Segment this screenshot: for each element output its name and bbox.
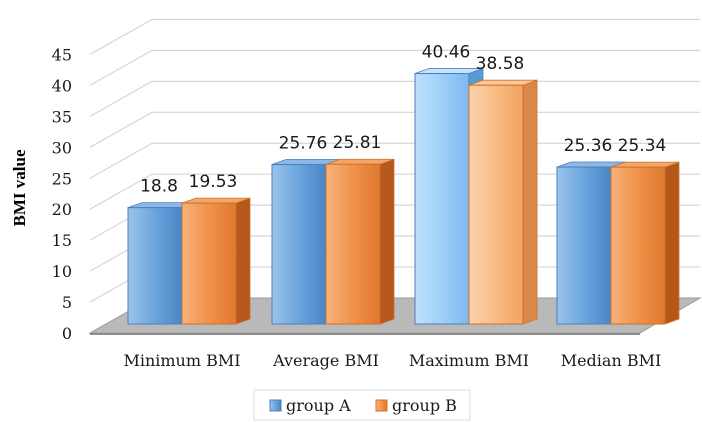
legend-swatch bbox=[269, 399, 282, 412]
gridline bbox=[89, 80, 700, 117]
bar bbox=[325, 158, 395, 325]
legend-label: group B bbox=[392, 396, 457, 415]
legend-swatch bbox=[375, 399, 388, 412]
x-category-label: Minimum BMI bbox=[123, 351, 240, 370]
data-label: 25.81 bbox=[333, 133, 382, 153]
bar-front bbox=[127, 207, 183, 325]
bar-side bbox=[664, 161, 680, 325]
y-tick-label: 40 bbox=[52, 76, 72, 95]
y-tick-label: 10 bbox=[52, 262, 72, 281]
data-label: 18.8 bbox=[140, 177, 178, 197]
bar-side bbox=[235, 197, 251, 325]
bar-front bbox=[414, 73, 470, 325]
data-label: 25.36 bbox=[564, 136, 613, 156]
x-axis-categories: Minimum BMI Average BMI Maximum BMI Median … bbox=[123, 351, 661, 370]
bar-front bbox=[181, 202, 237, 325]
legend-box bbox=[253, 389, 471, 421]
bar bbox=[181, 197, 251, 325]
gridline bbox=[89, 49, 700, 86]
bar bbox=[468, 79, 538, 325]
data-label: 25.34 bbox=[618, 136, 667, 156]
legend-label: group A bbox=[286, 396, 351, 415]
bar-side bbox=[379, 158, 395, 325]
legend: group A group B bbox=[253, 389, 471, 421]
bars bbox=[127, 67, 680, 325]
y-axis-ticks: 0 5 10 15 20 25 30 35 40 45 bbox=[52, 45, 72, 343]
data-label: 25.76 bbox=[279, 134, 328, 154]
data-label: 38.58 bbox=[476, 54, 525, 74]
y-tick-label: 30 bbox=[52, 138, 72, 157]
x-category-label: Maximum BMI bbox=[409, 351, 529, 370]
bar-front bbox=[468, 84, 524, 325]
data-label: 19.53 bbox=[189, 172, 238, 192]
bar-side bbox=[522, 79, 538, 325]
y-tick-label: 15 bbox=[52, 231, 72, 250]
bar-front bbox=[325, 163, 381, 325]
y-tick-label: 20 bbox=[52, 200, 72, 219]
y-tick-label: 25 bbox=[52, 169, 72, 188]
bar-front bbox=[271, 164, 327, 325]
x-category-label: Average BMI bbox=[272, 351, 379, 370]
y-tick-label: 45 bbox=[52, 45, 72, 64]
y-axis-title: BMI value bbox=[10, 149, 29, 226]
x-category-label: Median BMI bbox=[561, 351, 662, 370]
data-label: 40.46 bbox=[422, 43, 471, 63]
floor-edge bbox=[90, 333, 640, 335]
bar-front bbox=[556, 166, 612, 325]
y-tick-label: 0 bbox=[62, 324, 72, 343]
bar-front bbox=[610, 166, 666, 325]
gridline bbox=[89, 18, 700, 55]
y-tick-label: 35 bbox=[52, 107, 72, 126]
bar bbox=[610, 161, 680, 325]
y-tick-label: 5 bbox=[62, 293, 72, 312]
